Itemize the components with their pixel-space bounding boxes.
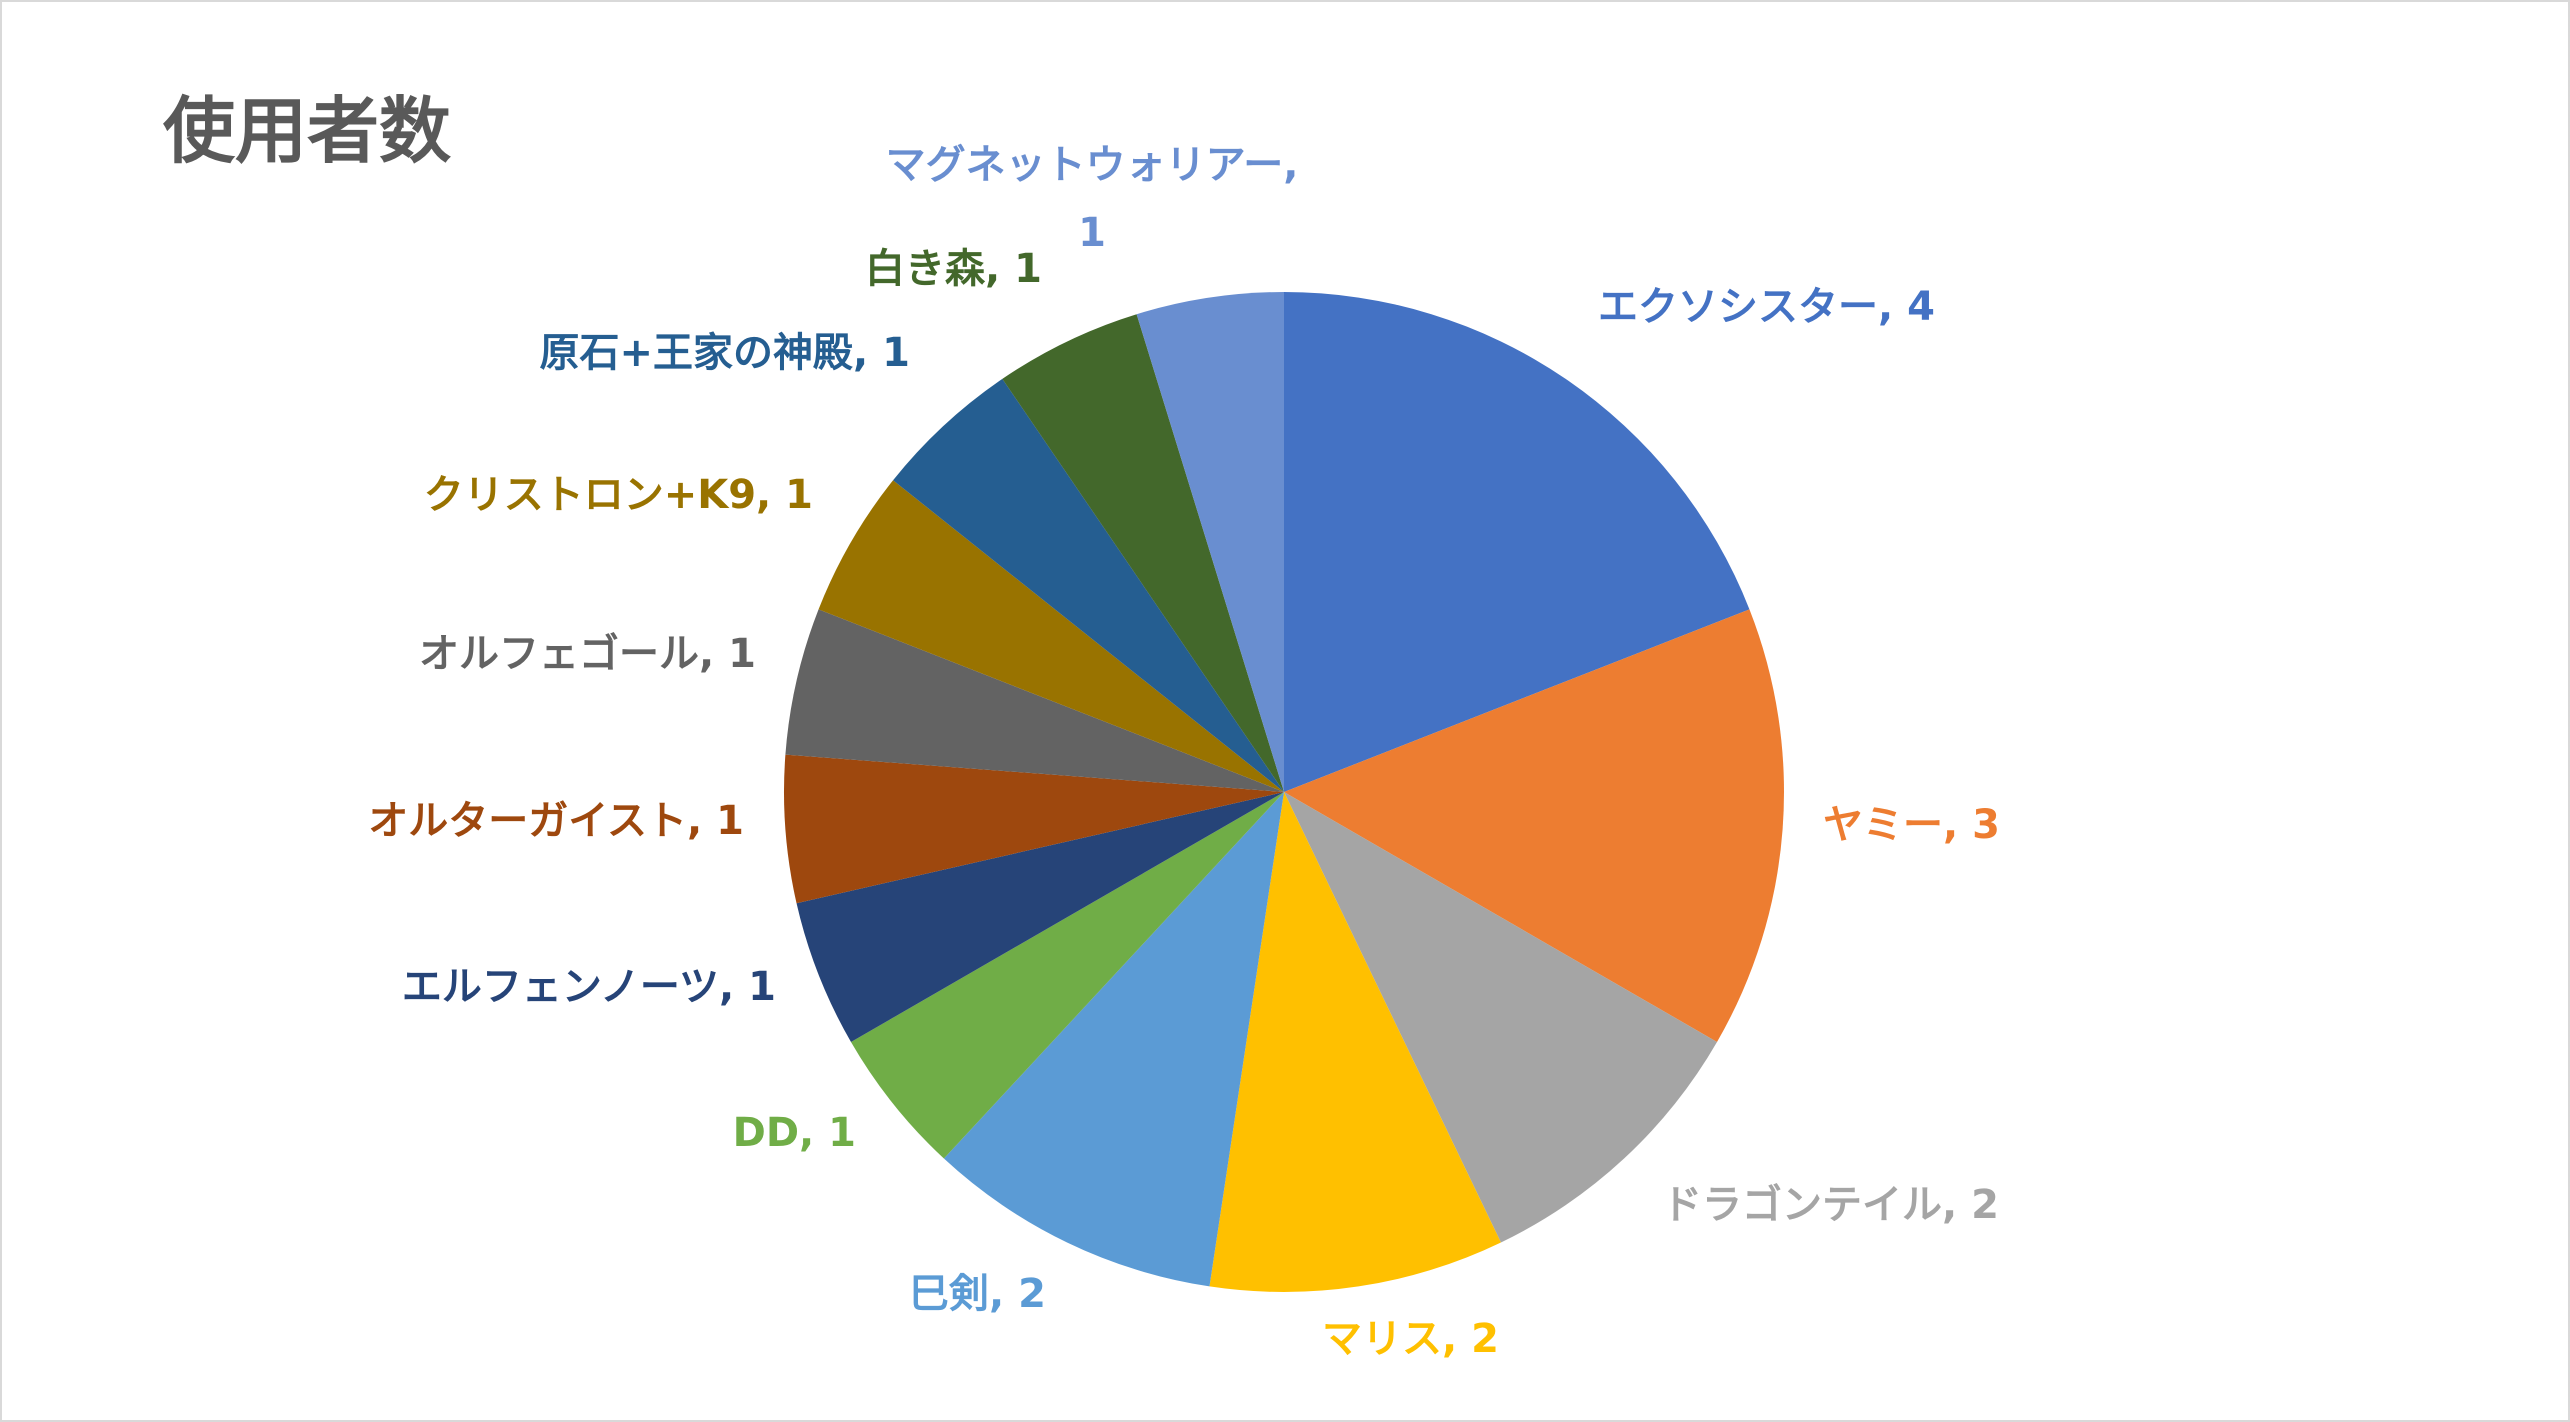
pie-slice-2	[1284, 609, 1785, 1042]
slice-label-8: オルターガイスト, 1	[368, 798, 744, 844]
slice-label-1: エクソシスター, 4	[1598, 284, 1935, 330]
chart-title: 使用者数	[163, 89, 452, 173]
pie-slice-9	[785, 609, 1284, 792]
pie-slice-12	[1002, 314, 1284, 792]
slice-label-7: エルフェンノーツ, 1	[402, 964, 776, 1010]
slice-label-13: マグネットウォリアー, 1	[886, 142, 1299, 256]
slice-label-12: 白き森, 1	[865, 246, 1042, 292]
pie-slice-7	[796, 792, 1284, 1042]
slice-label-2: ヤミー, 3	[1823, 802, 2000, 848]
pie-slice-6	[850, 792, 1284, 1159]
pie-slice-3	[1284, 792, 1718, 1243]
pie-slice-4	[1209, 792, 1501, 1293]
pie-slice-1	[1284, 292, 1750, 792]
slice-label-3: ドラゴンテイル, 2	[1662, 1182, 1999, 1228]
slice-label-11: 原石+王家の神殿, 1	[540, 330, 910, 376]
slice-label-9: オルフェゴール, 1	[419, 631, 756, 677]
slice-label-4: マリス, 2	[1322, 1316, 1499, 1362]
pie-slice-8	[784, 754, 1284, 904]
slice-label-6: DD, 1	[733, 1110, 856, 1156]
pie-slice-10	[818, 480, 1284, 792]
slice-label-10: クリストロン+K9, 1	[424, 472, 813, 518]
pie-slice-13	[1136, 292, 1284, 792]
pie-slice-11	[893, 378, 1284, 792]
pie-slice-5	[943, 792, 1284, 1287]
slice-label-5: 巳剣, 2	[909, 1271, 1046, 1317]
